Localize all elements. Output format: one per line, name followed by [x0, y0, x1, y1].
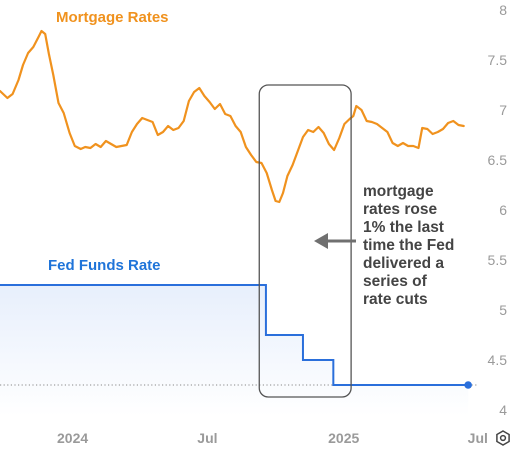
x-tick-label: Jul: [197, 430, 217, 446]
fed-funds-line: [0, 284, 469, 386]
annotation-line: rate cuts: [363, 291, 428, 308]
fed-funds-end-marker: [464, 381, 472, 389]
fed-funds-rate-label: Fed Funds Rate: [48, 257, 161, 274]
annotation-line: mortgage: [363, 183, 434, 200]
y-tick-label: 5: [499, 302, 507, 318]
x-tick-label: Jul: [468, 430, 488, 446]
annotation-line: series of: [363, 273, 428, 290]
y-tick-label: 4.5: [488, 352, 508, 368]
settings-icon[interactable]: [496, 430, 510, 446]
arrow-head: [314, 233, 328, 249]
fed-funds-area: [0, 285, 469, 416]
annotation-line: rates rose: [363, 201, 437, 218]
annotation-line: 1% the last: [363, 219, 444, 236]
y-tick-label: 6: [499, 202, 507, 218]
y-tick-label: 4: [499, 402, 507, 418]
y-tick-label: 7: [499, 102, 507, 118]
annotation-arrow: [314, 233, 356, 249]
annotation-line: delivered a: [363, 255, 444, 272]
y-tick-label: 6.5: [488, 152, 508, 168]
mortgage-rates-line: [0, 29, 465, 204]
x-tick-label: 2025: [328, 430, 359, 446]
annotation-line: time the Fed: [363, 237, 454, 254]
y-tick-label: 7.5: [488, 52, 508, 68]
y-axis-ticks: 4 4.5 5 5.5 6 6.5 7 7.5 8: [488, 2, 508, 418]
mortgage-rates-label: Mortgage Rates: [56, 9, 169, 26]
y-tick-label: 8: [499, 2, 507, 18]
y-tick-label: 5.5: [488, 252, 508, 268]
x-axis-ticks: 2024 Jul 2025 Jul: [57, 430, 488, 446]
x-tick-label: 2024: [57, 430, 88, 446]
